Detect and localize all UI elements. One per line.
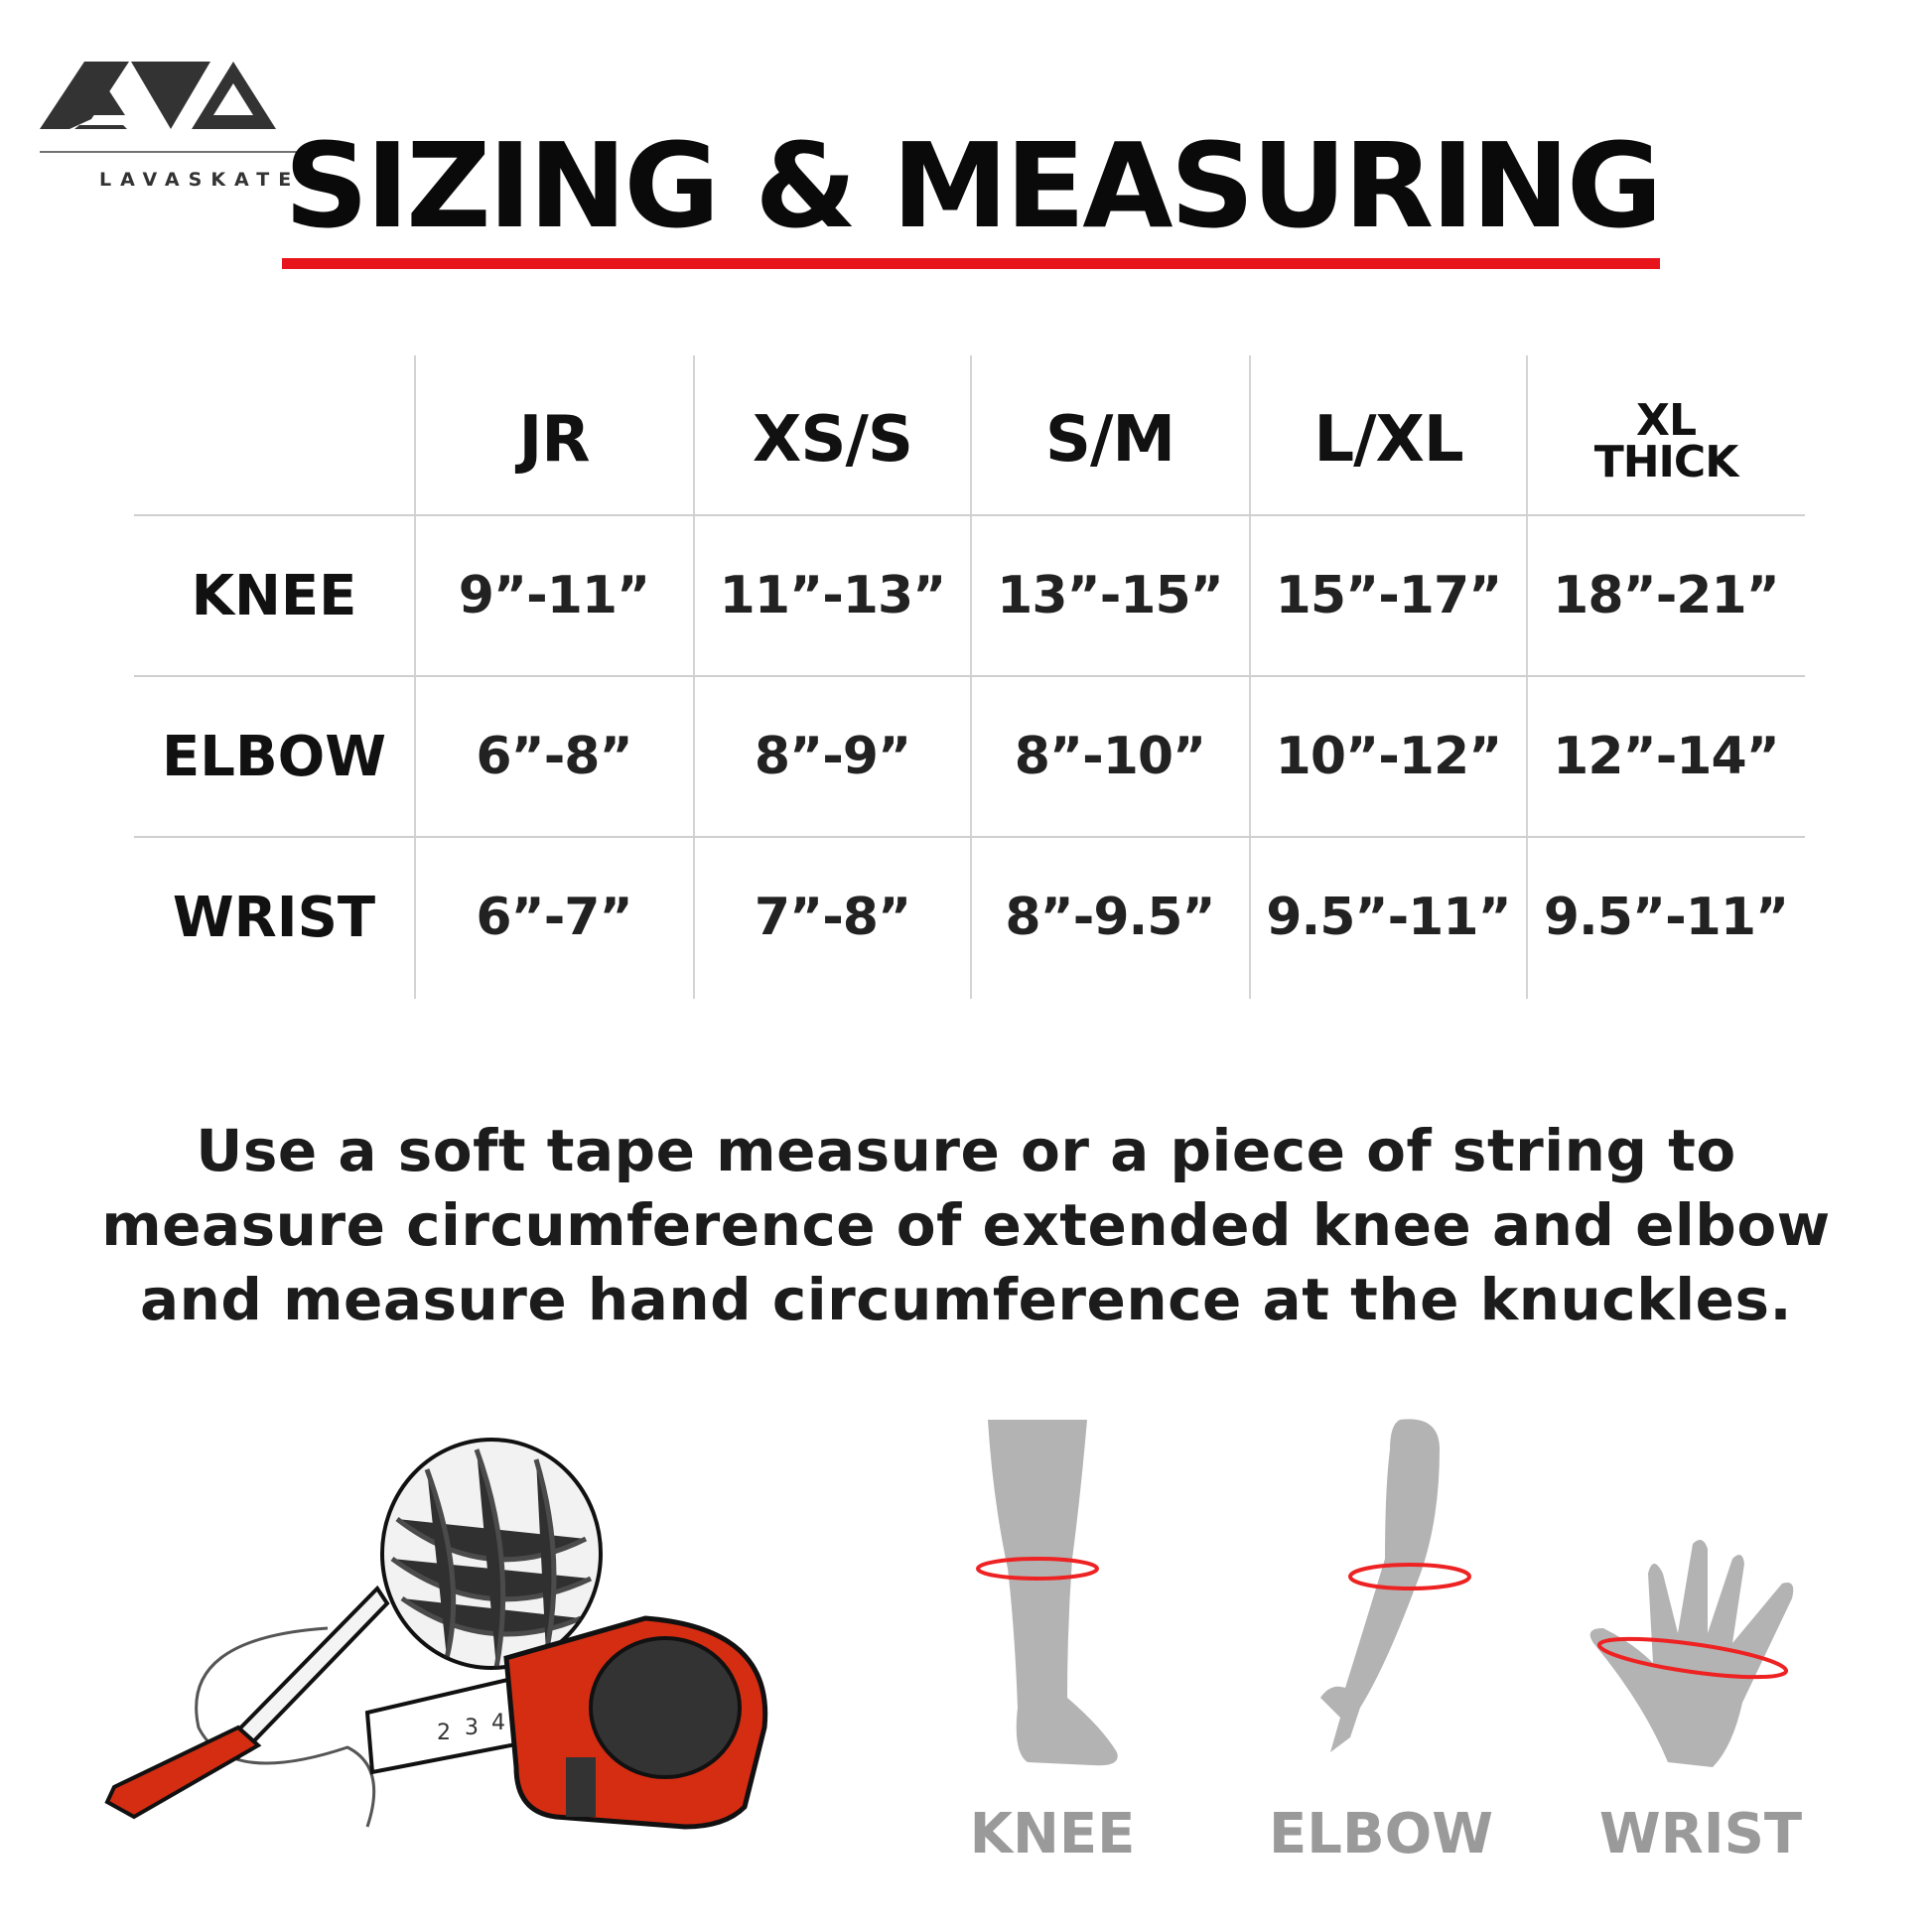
column-header-line: THICK [1593,437,1739,487]
table-cell: 12”-14” [1553,727,1780,786]
table-cell: 18”-21” [1553,566,1780,625]
column-header-xl-thick: XL THICK [1527,387,1805,496]
table-cell: 6”-8” [476,727,632,786]
table-divider [1249,355,1251,999]
table-cell: 11”-13” [719,566,947,625]
table-cell: 9.5”-11” [1266,888,1511,947]
tape-number: 4 [491,1711,505,1735]
column-header-line: XL [1636,395,1697,447]
table-cell: 9.5”-11” [1543,888,1789,947]
page-title: SIZING & MEASURING [284,117,1663,254]
table-cell: 7”-8” [754,888,911,947]
table-cell: 10”-12” [1275,727,1503,786]
tape-number: 2 [437,1721,451,1745]
table-divider [414,355,416,999]
row-label-knee: KNEE [191,563,357,628]
table-divider [134,514,1805,516]
table-divider [693,355,695,999]
table-cell: 8”-9” [754,727,911,786]
tape-number: 3 [465,1716,479,1740]
title-underline [282,258,1660,269]
tape-measure-icon: 2 3 4 [364,1615,768,1830]
figure-label-wrist: WRIST [1598,1802,1803,1866]
column-header-jr: JR [518,402,590,477]
table-divider [1526,355,1528,999]
marker-pen-icon [104,1585,390,1820]
measuring-tools-illustration: 2 3 4 [104,1438,768,1830]
measuring-instructions: Use a soft tape measure or a piece of st… [60,1114,1872,1337]
hand-icon [1589,1540,1794,1767]
column-header-s-m: S/M [1044,402,1175,477]
instruction-line: Use a soft tape measure or a piece of st… [196,1117,1736,1184]
figure-label-elbow: ELBOW [1269,1802,1493,1866]
table-cell: 8”-9.5” [1005,888,1215,947]
lavaskates-logo [40,62,347,153]
row-label-elbow: ELBOW [162,724,386,789]
table-divider [134,675,1805,677]
row-label-wrist: WRIST [172,885,376,950]
string-ball-icon [380,1438,603,1670]
table-divider [970,355,972,999]
string-icon [195,1626,376,1828]
column-header-l-xl: L/XL [1313,402,1463,477]
instruction-line: and measure hand circumference at the kn… [139,1266,1793,1333]
figure-label-knee: KNEE [969,1802,1136,1866]
arm-icon [1320,1419,1471,1752]
instruction-line: measure circumference of extended knee a… [101,1191,1831,1259]
table-divider [134,836,1805,838]
table-cell: 9”-11” [458,566,650,625]
table-cell: 15”-17” [1275,566,1503,625]
leg-icon [976,1420,1118,1766]
column-header-xs-s: XS/S [753,402,913,477]
logo-wordmark: LAVASKATES [99,169,323,191]
table-cell: 8”-10” [1014,727,1206,786]
table-cell: 6”-7” [476,888,632,947]
table-cell: 13”-15” [997,566,1224,625]
